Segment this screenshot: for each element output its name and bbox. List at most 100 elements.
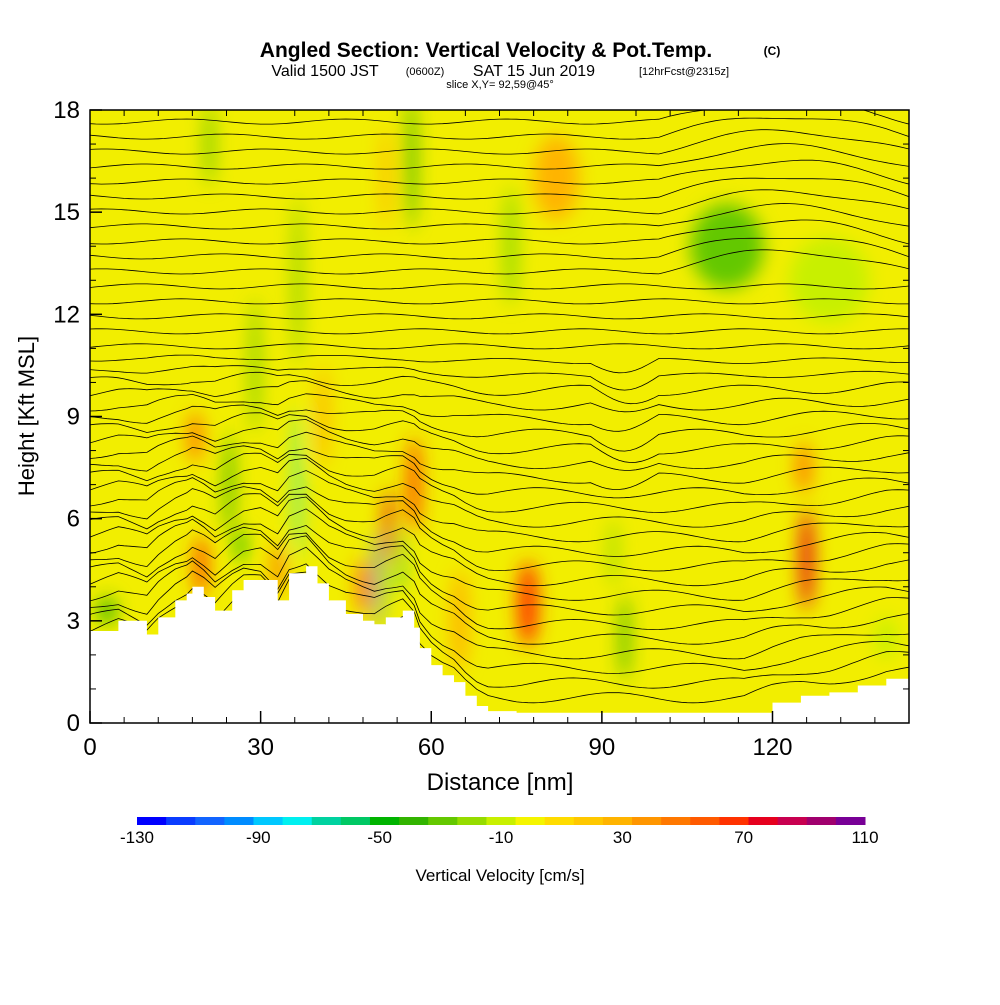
velocity-cell: [205, 110, 214, 187]
colorbar-tick-label: -90: [246, 828, 271, 847]
colorbar-swatch: [661, 817, 691, 825]
isentrope-line: [90, 445, 909, 499]
velocity-cell: [620, 595, 629, 681]
terrain-mask: [90, 566, 909, 723]
isentrope-line: [90, 159, 909, 185]
colorbar-tick-label: -50: [367, 828, 392, 847]
velocity-cell: [690, 203, 764, 289]
colorbar-swatch: [544, 817, 575, 825]
colorbar-swatch: [486, 817, 517, 825]
colorbar-swatch: [224, 817, 254, 825]
isentrope-line: [90, 129, 909, 155]
slice-label: slice X,Y= 92,59@45°: [446, 79, 554, 91]
x-tick-label: 60: [418, 734, 445, 761]
isentrope-line: [90, 343, 909, 350]
isentrope-line: [90, 380, 909, 413]
colorbar-swatch: [253, 817, 284, 825]
velocity-cell: [195, 535, 207, 597]
colorbar-swatch: [602, 817, 633, 825]
valid-utc: (0600Z): [406, 66, 445, 78]
velocity-cell: [236, 528, 245, 563]
isentrope-line: [90, 283, 909, 290]
x-axis-label: Distance [nm]: [427, 769, 574, 796]
colorbar-swatch: [369, 817, 400, 825]
isentrope-line: [90, 412, 909, 463]
velocity-cell: [373, 532, 381, 628]
colorbar-swatch: [311, 817, 342, 825]
isentrope-line: [90, 219, 909, 245]
plot-area: [90, 110, 909, 723]
isentrope-line: [90, 563, 909, 674]
valid-date: SAT 15 Jun 2019: [473, 63, 595, 80]
isentrope-line: [90, 431, 909, 490]
isentrope-line: [90, 508, 909, 601]
isentrope-line: [90, 203, 909, 230]
velocity-cell: [294, 195, 302, 366]
isentrope-line: [90, 371, 909, 405]
isentrope-lines: [90, 110, 909, 704]
x-tick-label: 30: [247, 734, 274, 761]
isentrope-line: [90, 393, 909, 432]
isentrope-line: [90, 457, 909, 528]
y-axis: 0 3 6 9 12 15 18: [53, 97, 909, 737]
isentrope-line: [90, 419, 909, 471]
velocity-cell: [295, 407, 301, 562]
y-tick-label: 0: [67, 710, 80, 737]
velocity-cell: [407, 110, 416, 230]
colorbar-swatch: [457, 817, 487, 825]
isentrope-line: [90, 249, 909, 275]
isentrope-line: [90, 574, 909, 704]
colorbar-swatch: [748, 817, 779, 825]
colorbar-swatch: [282, 817, 313, 825]
isentrope-line: [90, 328, 909, 335]
colorbar-swatch: [806, 817, 837, 825]
colorbar-swatch: [573, 817, 604, 825]
valid-prefix: Valid 1500 JST: [271, 63, 379, 80]
isentrope-line: [90, 524, 909, 616]
isentrope-line: [90, 532, 909, 631]
colorbar: -130 -90 -50 -10 30 70 110: [120, 817, 879, 847]
isentrope-line: [90, 452, 909, 513]
chart-title: Angled Section: Vertical Velocity & Pot.…: [260, 39, 712, 62]
isentrope-line: [90, 177, 909, 200]
y-tick-label: 9: [67, 404, 80, 431]
colorbar-swatch: [399, 817, 429, 825]
velocity-cell: [381, 127, 391, 230]
x-tick-label: 90: [589, 734, 616, 761]
colorbar-tick-label: 30: [613, 828, 632, 847]
x-axis: 0 30 60 90 120: [83, 110, 910, 761]
colorbar-swatch: [195, 817, 225, 825]
forecast-label: [12hrFcst@2315z]: [639, 66, 729, 78]
isentrope-line: [90, 496, 909, 587]
y-tick-label: 18: [53, 97, 80, 124]
isentrope-line: [90, 571, 909, 689]
isentrope-line: [90, 493, 909, 572]
y-tick-label: 3: [67, 608, 80, 635]
velocity-cell: [451, 569, 469, 672]
colorbar-swatch: [690, 817, 720, 825]
colorbar-swatch: [632, 817, 662, 825]
isentrope-line: [90, 486, 909, 557]
isentrope-line: [90, 143, 909, 170]
isentrope-line: [90, 470, 909, 543]
y-tick-label: 12: [53, 301, 80, 328]
isentrope-line: [90, 237, 909, 260]
colorbar-swatch: [515, 817, 546, 825]
colorbar-swatch: [719, 817, 750, 825]
isentrope-line: [90, 365, 909, 391]
isentrope-line: [90, 404, 909, 452]
velocity-cell: [250, 297, 259, 434]
velocity-cell: [800, 508, 813, 611]
colorbar-swatch: [340, 817, 371, 825]
colorbar-swatch: [137, 817, 167, 825]
velocity-cell: [796, 442, 811, 494]
velocity-cell: [317, 365, 329, 468]
y-tick-label: 15: [53, 199, 80, 226]
x-tick-label: 120: [752, 734, 792, 761]
colorbar-tick-label: 70: [734, 828, 753, 847]
colorbar-tick-label: 110: [851, 828, 878, 847]
isentrope-line: [90, 535, 909, 645]
velocity-cell: [608, 518, 618, 587]
